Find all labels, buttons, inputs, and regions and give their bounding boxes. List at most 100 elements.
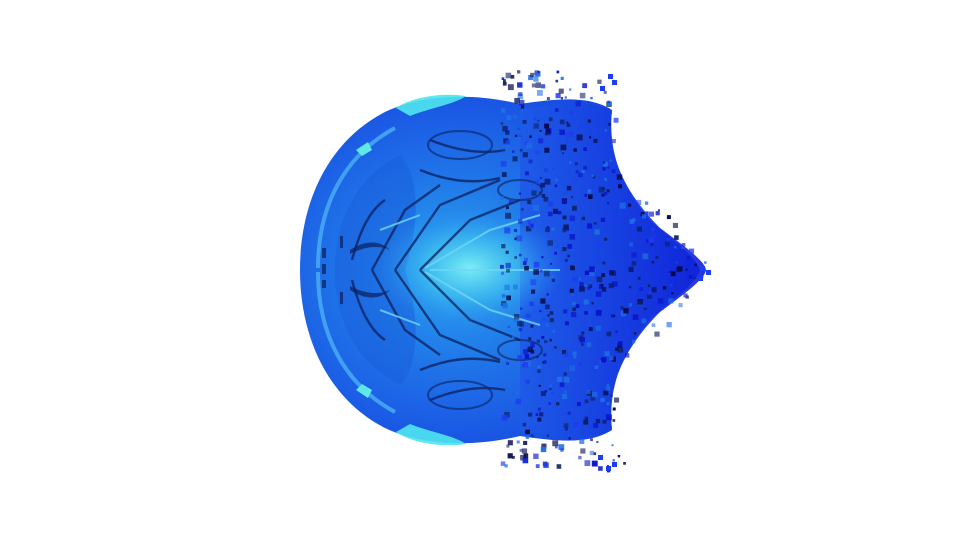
speckle <box>506 115 512 121</box>
speckle <box>536 365 541 369</box>
speckle <box>606 466 611 471</box>
speckle <box>640 212 645 217</box>
speckle <box>646 239 650 243</box>
speckle <box>558 211 562 215</box>
speckle <box>612 314 616 317</box>
speckle <box>525 429 530 435</box>
speckle <box>600 397 605 403</box>
particle-speckles <box>500 70 711 473</box>
speckle <box>502 303 508 309</box>
speckle <box>559 382 565 388</box>
speckle <box>504 284 510 291</box>
speckle <box>569 234 576 240</box>
speckle <box>602 187 605 190</box>
speckle <box>579 123 583 128</box>
speckle <box>668 298 674 304</box>
speckle <box>549 311 554 315</box>
speckle <box>523 349 529 355</box>
speckle <box>665 241 670 247</box>
bottom-cyan-fringe <box>396 424 466 446</box>
speckle <box>563 224 569 231</box>
speckle <box>538 384 541 387</box>
speckle <box>506 444 510 448</box>
speckle <box>513 319 517 323</box>
speckle <box>501 77 505 80</box>
speckle <box>551 227 555 231</box>
speckle <box>567 244 573 249</box>
speckle <box>608 122 611 126</box>
speckle <box>517 70 521 74</box>
speckle <box>506 268 510 273</box>
speckle <box>545 128 551 133</box>
speckle <box>681 246 684 249</box>
speckle <box>595 325 601 331</box>
speckle <box>637 226 642 232</box>
speckle <box>535 82 541 88</box>
speckle <box>537 119 540 122</box>
speckle <box>552 167 555 170</box>
speckle <box>554 184 558 188</box>
speckle <box>637 276 641 280</box>
speckle <box>681 243 686 247</box>
speckle <box>522 362 529 368</box>
speckle <box>611 444 614 447</box>
speckle <box>566 123 571 127</box>
speckle <box>600 86 605 91</box>
speckle <box>606 189 610 193</box>
speckle <box>587 286 591 290</box>
speckle <box>706 270 711 275</box>
speckle <box>520 454 526 461</box>
speckle <box>592 175 596 179</box>
speckle <box>613 117 619 123</box>
speckle <box>501 244 506 249</box>
speckle <box>595 418 601 424</box>
speckle <box>546 434 549 437</box>
dome-rim <box>316 126 396 414</box>
speckle <box>506 130 509 133</box>
speckle <box>568 110 573 115</box>
speckle <box>556 70 560 74</box>
speckle <box>654 331 660 337</box>
speckle <box>564 390 567 394</box>
speckle <box>529 135 532 138</box>
speckle <box>543 353 547 357</box>
speckle <box>517 93 523 99</box>
speckle <box>525 435 529 439</box>
speckle <box>581 216 586 221</box>
speckle <box>572 307 576 311</box>
speckle <box>616 174 623 180</box>
speckle <box>533 269 539 275</box>
speckle <box>520 307 523 310</box>
speckle <box>524 265 529 271</box>
speckle <box>551 278 555 282</box>
speckle <box>549 387 552 391</box>
speckle <box>505 262 511 269</box>
speckle <box>604 351 610 357</box>
speckle <box>570 196 573 199</box>
speckle <box>575 170 579 174</box>
speckle <box>523 453 529 459</box>
speckle <box>568 161 572 164</box>
speckle <box>668 270 671 273</box>
speckle <box>522 152 528 158</box>
speckle <box>564 352 569 357</box>
speckle <box>522 422 527 427</box>
speckle <box>589 136 592 139</box>
speckle <box>606 402 610 405</box>
speckle <box>579 286 585 292</box>
center-core-glow <box>375 208 565 328</box>
speckle <box>555 445 558 449</box>
speckle <box>502 81 507 86</box>
speckle <box>612 80 617 85</box>
speckle <box>536 339 540 343</box>
speckle <box>598 186 605 193</box>
speckle <box>606 383 610 387</box>
speckle <box>501 271 505 275</box>
speckle <box>642 253 649 260</box>
speckle <box>612 459 615 462</box>
speckle <box>535 413 539 416</box>
speckle <box>573 148 577 152</box>
speckle <box>593 452 597 456</box>
speckle <box>575 100 581 107</box>
speckle <box>531 224 534 227</box>
